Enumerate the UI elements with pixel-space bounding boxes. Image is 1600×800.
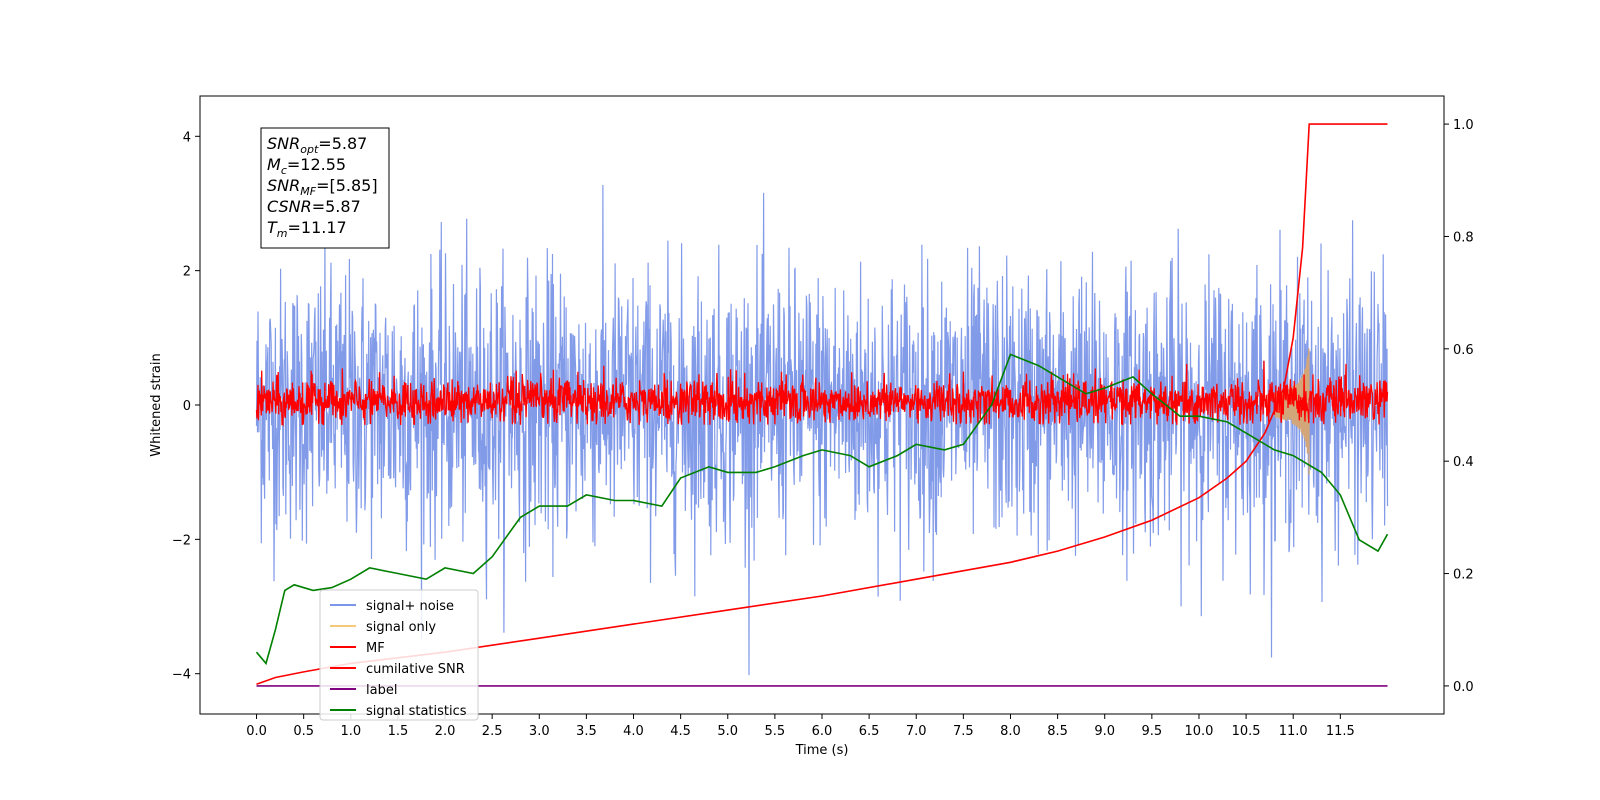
annotation-symbol: SNR [267,176,300,195]
annotation-value: =5.87 [312,197,361,216]
annotation-line: Mc=12.55 [267,155,346,177]
x-tick-label: 0.0 [246,724,267,739]
x-tick-label: 5.0 [717,724,738,739]
x-tick-label: 3.0 [529,724,550,739]
annotation-value: =11.17 [288,218,347,237]
legend-label: signal+ noise [366,599,454,614]
annotation-symbol: M [267,155,281,174]
annotation-value: =[5.85] [316,176,378,195]
y-left-tick-label: 0 [183,399,191,414]
x-tick-label: 10.0 [1184,724,1213,739]
y-left-tick-label: −4 [172,668,191,683]
x-tick-label: 4.5 [670,724,691,739]
legend-label: signal only [366,620,436,635]
legend-label: MF [366,641,385,656]
annotation-box: SNRopt=5.87Mc=12.55SNRMF=[5.85]CSNR=5.87… [260,127,390,249]
y-right-tick-label: 0.0 [1453,680,1474,695]
annotation-line: CSNR=5.87 [267,197,361,216]
y-axis-label: Whitened strain [149,353,164,456]
y-right-tick-label: 0.4 [1453,455,1474,470]
x-tick-label: 9.5 [1142,724,1163,739]
annotation-line: SNRMF=[5.85] [267,176,378,198]
legend-label: cumilative SNR [366,662,465,677]
annotation-subscript: c [281,164,287,177]
x-tick-label: 3.5 [576,724,597,739]
x-tick-label: 1.0 [340,724,361,739]
legend-frame [319,589,479,721]
legend-label: signal statistics [366,704,467,719]
y-axis-right: 0.0 0.2 0.4 0.6 0.8 1.0 [1444,118,1474,695]
x-tick-label: 9.0 [1094,724,1115,739]
x-axis-label: Time (s) [795,743,849,758]
y-axis-left: −4 −2 0 2 4 [172,130,200,683]
y-right-tick-label: 0.2 [1453,568,1474,583]
y-left-tick-label: 2 [183,265,191,280]
x-tick-label: 6.5 [859,724,880,739]
x-tick-label: 0.5 [293,724,314,739]
x-tick-label: 7.0 [906,724,927,739]
x-tick-label: 2.0 [435,724,456,739]
x-tick-label: 7.5 [953,724,974,739]
x-tick-label: 10.5 [1232,724,1261,739]
annotation-subscript: m [277,227,288,240]
x-tick-label: 5.5 [765,724,786,739]
annotation-line: SNRopt=5.87 [267,134,367,156]
legend: signal+ noise signal only MF cumilative SNR… [319,589,479,721]
series-line-signal-statistics [255,353,1389,666]
annotation-symbol: SNR [267,134,300,153]
legend-label: label [366,683,397,698]
y-right-tick-label: 1.0 [1453,118,1474,133]
y-right-tick-label: 0.6 [1453,343,1474,358]
annotation-frame [260,127,390,249]
x-axis: 0.0 0.5 1.0 1.5 2.0 2.5 3.0 3.5 4.0 4.5 5.0 5.5 6.0 6… [246,714,1355,739]
x-tick-label: 4.0 [623,724,644,739]
y-right-tick-label: 0.8 [1453,230,1474,245]
x-tick-label: 8.5 [1047,724,1068,739]
series-line-mf [255,360,1389,427]
x-tick-label: 6.0 [812,724,833,739]
annotation-symbol: T [267,218,278,237]
x-tick-label: 11.5 [1326,724,1355,739]
annotation-subscript: opt [300,143,319,156]
x-tick-label: 1.5 [388,724,409,739]
y-left-tick-label: −2 [172,533,191,548]
x-tick-label: 2.5 [482,724,503,739]
annotation-value: =5.87 [318,134,367,153]
y-left-tick-label: 4 [183,130,191,145]
annotation-value: =12.55 [287,155,346,174]
x-tick-label: 8.0 [1000,724,1021,739]
annotation-subscript: MF [300,185,316,198]
annotation-line: Tm=11.17 [267,218,347,240]
annotation-symbol: CSNR [267,197,312,216]
x-tick-label: 11.0 [1279,724,1308,739]
